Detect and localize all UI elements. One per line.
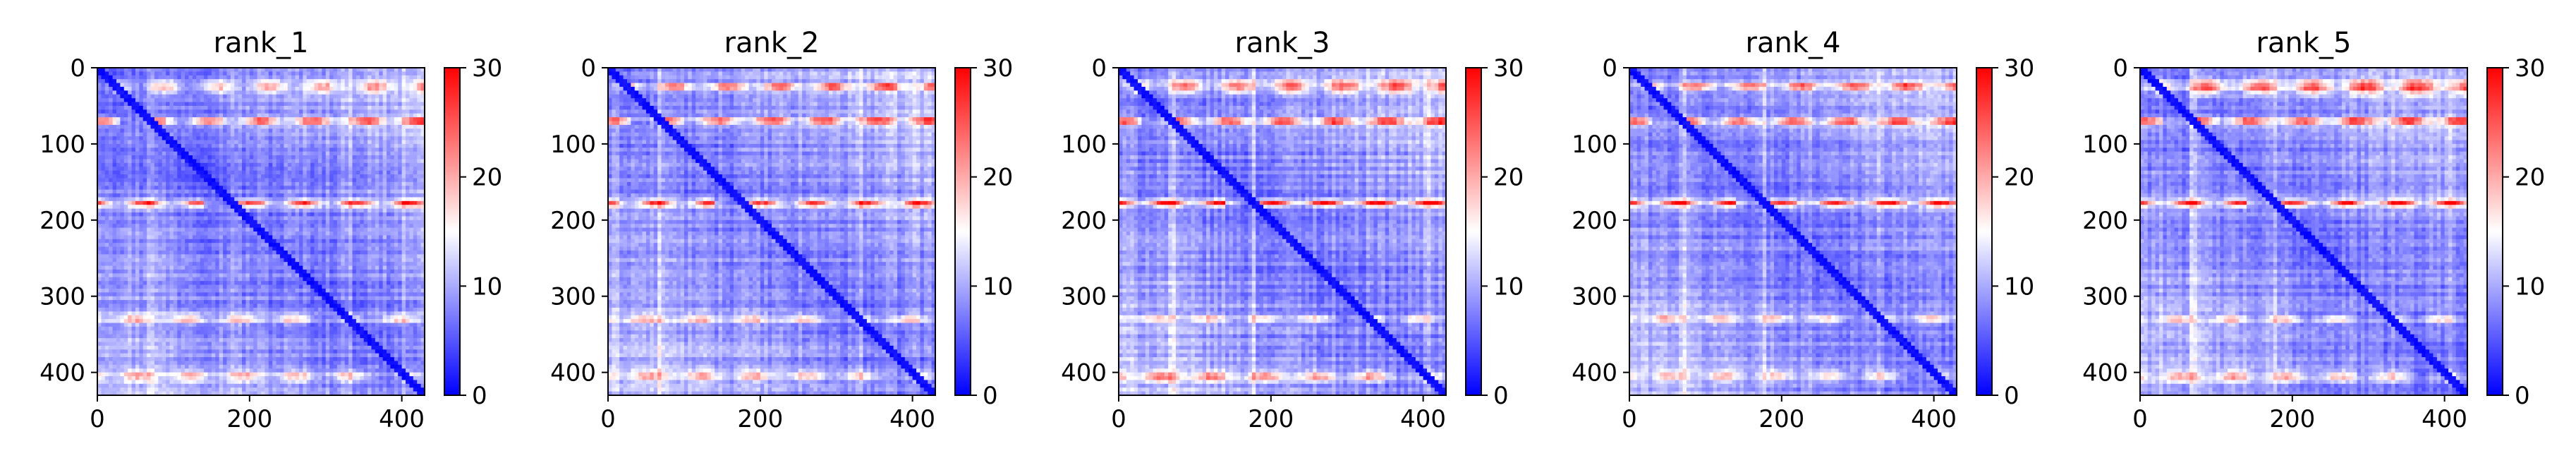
colorbar-tick-label: 0 (2515, 382, 2530, 410)
y-tick-label: 300 (1061, 283, 1107, 311)
colorbar-tick-label: 10 (983, 272, 1013, 301)
y-tick-label: 100 (2082, 131, 2128, 159)
y-tick-label: 0 (70, 54, 85, 83)
panel-title: rank_2 (724, 27, 820, 59)
colorbar (954, 67, 971, 396)
y-tick-label: 300 (40, 283, 85, 311)
x-tick-label: 400 (889, 405, 935, 433)
colorbar-tick-label: 0 (983, 382, 998, 410)
x-tick-label: 0 (2132, 405, 2148, 433)
colorbar (1465, 67, 1482, 396)
heatmap-cells (1119, 68, 1447, 396)
panel-title: rank_1 (214, 27, 309, 59)
y-tick-label: 400 (1061, 359, 1107, 387)
colorbar-tick-label: 20 (1493, 164, 1524, 192)
heatmap-cells (2140, 68, 2468, 396)
x-tick-label: 0 (1622, 405, 1637, 433)
y-tick-label: 0 (2113, 54, 2128, 83)
y-tick-label: 200 (40, 207, 85, 235)
heatmap-cells (97, 68, 425, 396)
colorbar-tick-label: 10 (2004, 272, 2034, 301)
x-tick-label: 400 (2422, 405, 2467, 433)
x-tick-label: 200 (2269, 405, 2315, 433)
y-tick-label: 100 (1061, 131, 1107, 159)
heatmap-cells (608, 68, 936, 396)
y-tick-label: 100 (40, 131, 85, 159)
x-tick-label: 0 (1111, 405, 1126, 433)
colorbar-tick-label: 30 (2004, 54, 2034, 83)
colorbar-tick-label: 0 (2004, 382, 2019, 410)
colorbar-tick-label: 20 (472, 164, 502, 192)
y-tick-label: 400 (40, 359, 85, 387)
colorbar (2486, 67, 2503, 396)
colorbar-tick-label: 10 (1493, 272, 1524, 301)
y-tick-label: 400 (1572, 359, 1617, 387)
axes-frame (97, 67, 425, 396)
axes-frame (1629, 67, 1957, 396)
x-tick-label: 200 (1758, 405, 1804, 433)
x-tick-label: 400 (379, 405, 425, 433)
colorbar-tick-label: 30 (472, 54, 502, 83)
y-tick-label: 200 (1061, 207, 1107, 235)
colorbar-tick-label: 30 (2515, 54, 2545, 83)
colorbar-tick-label: 20 (983, 164, 1013, 192)
colorbar-tick-label: 0 (1493, 382, 1509, 410)
panel-title: rank_5 (2256, 27, 2352, 59)
x-tick-label: 200 (737, 405, 783, 433)
y-tick-label: 100 (550, 131, 596, 159)
panel-title: rank_3 (1235, 27, 1330, 59)
y-tick-label: 200 (2082, 207, 2128, 235)
y-tick-label: 300 (550, 283, 596, 311)
y-tick-label: 200 (550, 207, 596, 235)
axes-frame (2139, 67, 2468, 396)
colorbar-tick-label: 10 (472, 272, 502, 301)
colorbar (444, 67, 461, 396)
colorbar-tick-label: 0 (472, 382, 487, 410)
y-tick-label: 400 (2082, 359, 2128, 387)
x-tick-label: 400 (1911, 405, 1957, 433)
colorbar-tick-label: 20 (2004, 164, 2034, 192)
colorbar (1976, 67, 1993, 396)
y-tick-label: 300 (2082, 283, 2128, 311)
colorbar-tick-label: 20 (2515, 164, 2545, 192)
y-tick-label: 100 (1572, 131, 1617, 159)
panel-title: rank_4 (1746, 27, 1841, 59)
y-tick-label: 0 (1602, 54, 1617, 83)
axes-frame (607, 67, 936, 396)
x-tick-label: 200 (1248, 405, 1294, 433)
y-tick-label: 0 (581, 54, 596, 83)
x-tick-label: 0 (600, 405, 616, 433)
axes-frame (1118, 67, 1447, 396)
colorbar-tick-label: 10 (2515, 272, 2545, 301)
x-tick-label: 400 (1400, 405, 1446, 433)
x-tick-label: 200 (226, 405, 272, 433)
heatmap-cells (1629, 68, 1957, 396)
y-tick-label: 0 (1091, 54, 1107, 83)
y-tick-label: 200 (1572, 207, 1617, 235)
y-tick-label: 400 (550, 359, 596, 387)
y-tick-label: 300 (1572, 283, 1617, 311)
x-tick-label: 0 (90, 405, 105, 433)
colorbar-tick-label: 30 (1493, 54, 1524, 83)
colorbar-tick-label: 30 (983, 54, 1013, 83)
